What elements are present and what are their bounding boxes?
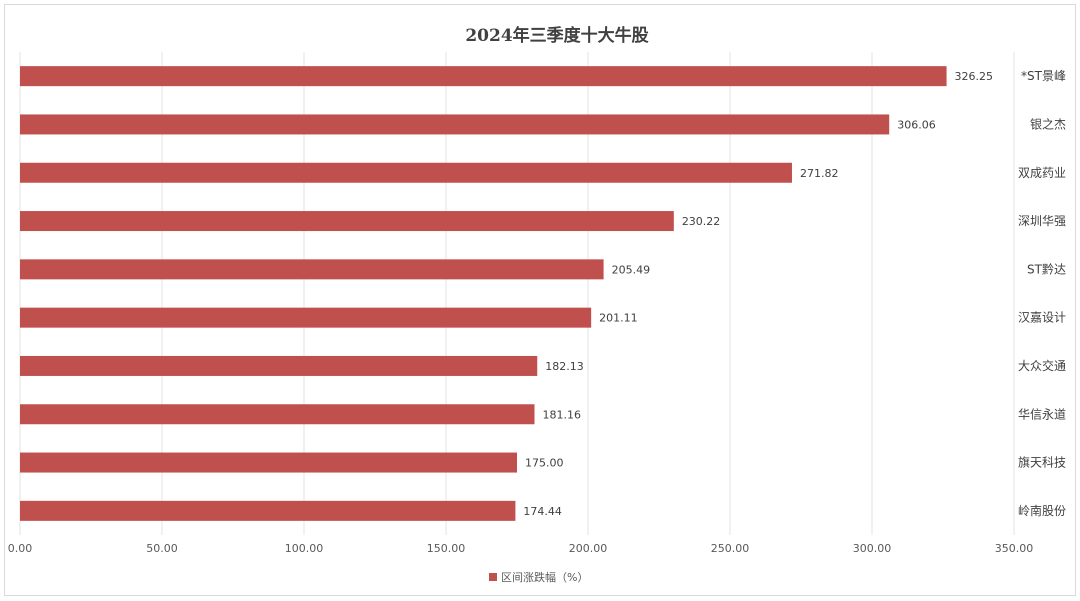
x-tick-label: 300.00	[853, 542, 892, 555]
x-tick-label: 350.00	[995, 542, 1034, 555]
x-tick-label: 100.00	[285, 542, 324, 555]
category-label: 岭南股份	[1018, 503, 1066, 518]
category-label: 旗天科技	[1018, 455, 1066, 470]
chart-title: 2024年三季度十大牛股	[465, 25, 648, 46]
bar	[20, 211, 674, 232]
data-label: 175.00	[525, 457, 564, 470]
x-tick-label: 50.00	[146, 542, 178, 555]
bar	[20, 259, 604, 280]
category-label: 汉嘉设计	[1018, 311, 1066, 325]
x-tick-label: 200.00	[569, 542, 608, 555]
bar	[20, 355, 538, 376]
data-label: 174.44	[523, 505, 562, 518]
category-label: *ST景峰	[1021, 69, 1066, 83]
bar	[20, 500, 516, 521]
legend-label: 区间涨跌幅（%）	[501, 570, 588, 584]
bar	[20, 452, 517, 473]
data-labels: 326.25 306.06 271.82 230.22 205.49 201.11 182.…	[523, 70, 993, 518]
category-label: 双成药业	[1018, 166, 1066, 180]
data-label: 230.22	[682, 215, 721, 228]
bar	[20, 162, 792, 183]
bar	[20, 114, 890, 135]
legend: 区间涨跌幅（%）	[489, 570, 588, 584]
data-label: 201.11	[599, 312, 638, 325]
bars	[20, 66, 947, 521]
x-tick-label: 150.00	[427, 542, 466, 555]
chart-frame	[4, 4, 1076, 596]
category-label: 华信永道	[1018, 407, 1066, 421]
data-label: 181.16	[542, 408, 581, 421]
x-axis-ticks: 0.00 50.00 100.00 150.00 200.00 250.00 300.00 3…	[8, 542, 1034, 555]
category-label: ST黔达	[1027, 261, 1066, 276]
bar	[20, 66, 947, 87]
data-label: 271.82	[800, 167, 839, 180]
bar	[20, 307, 592, 328]
legend-swatch	[489, 573, 497, 581]
x-tick-label: 250.00	[711, 542, 750, 555]
category-label: 银之杰	[1030, 117, 1066, 131]
data-label: 205.49	[612, 263, 651, 276]
x-tick-label: 0.00	[8, 542, 33, 555]
category-label: 大众交通	[1018, 358, 1066, 373]
bar	[20, 404, 535, 425]
category-label: 深圳华强	[1018, 214, 1066, 228]
data-label: 326.25	[955, 70, 994, 83]
data-label: 182.13	[545, 360, 584, 373]
data-label: 306.06	[897, 118, 936, 131]
